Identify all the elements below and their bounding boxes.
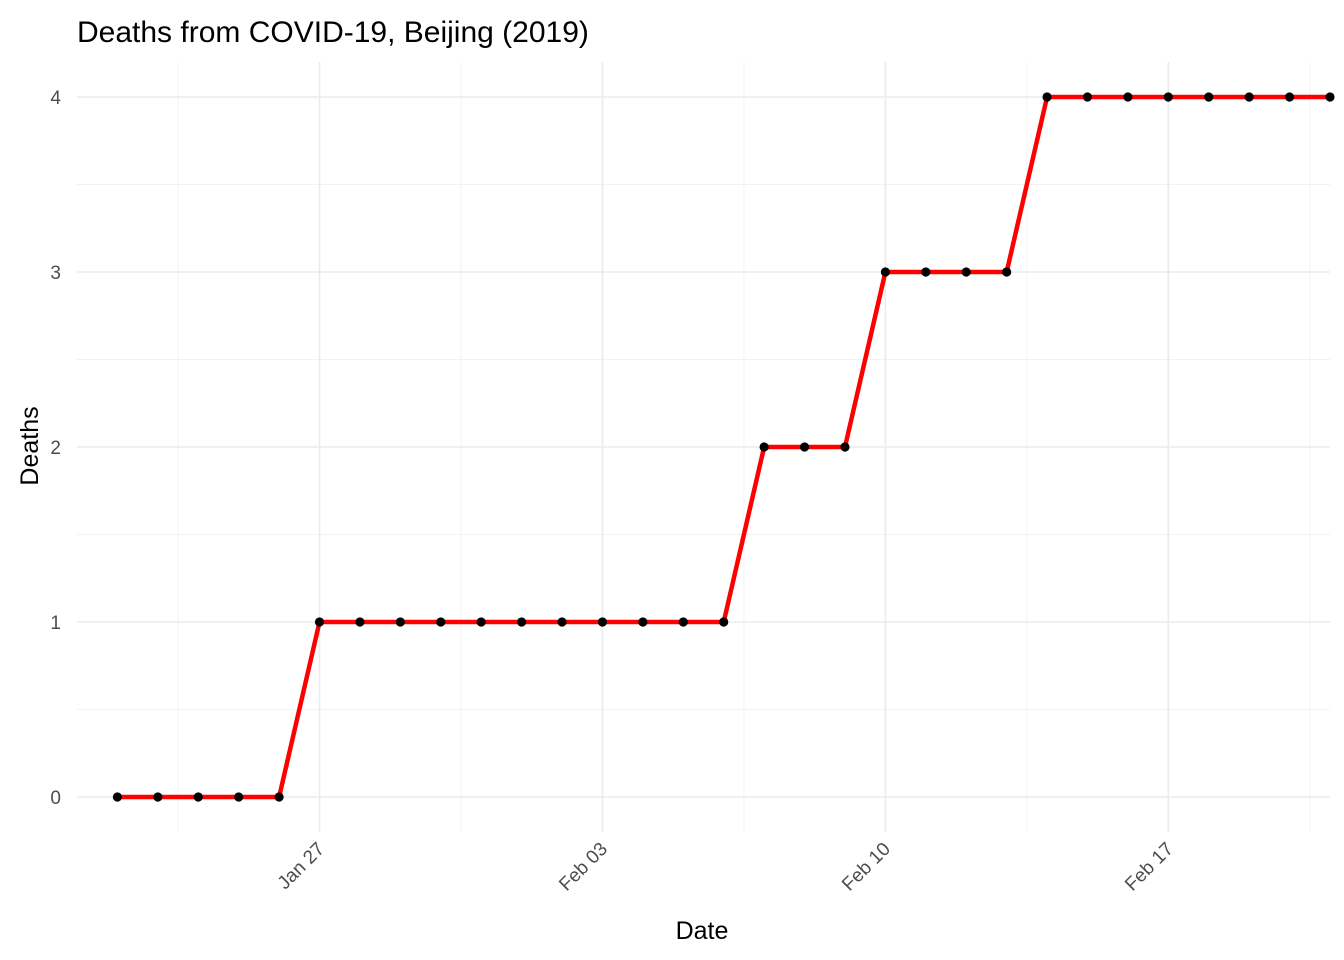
data-point — [1123, 92, 1133, 102]
y-tick-label: 2 — [50, 438, 61, 459]
data-point — [921, 267, 931, 277]
y-axis-title: Deaths — [16, 406, 44, 485]
data-point — [638, 617, 648, 627]
data-point — [153, 792, 163, 802]
data-point — [719, 617, 729, 627]
y-tick-label: 3 — [50, 263, 61, 284]
y-tick-label: 0 — [50, 788, 61, 809]
data-point — [799, 442, 810, 452]
x-axis-ticks: Jan 27 Feb 03 Feb 10 Feb 17 — [274, 839, 1178, 896]
data-point — [436, 617, 446, 627]
data-point — [557, 617, 567, 627]
data-point — [517, 617, 527, 627]
data-point — [1284, 92, 1295, 102]
data-point — [1325, 92, 1335, 102]
data-point — [112, 792, 123, 802]
y-tick-label: 4 — [50, 88, 61, 109]
data-point — [880, 267, 890, 277]
data-point — [1163, 92, 1173, 102]
data-point — [476, 617, 486, 627]
x-tick-label: Jan 27 — [274, 839, 329, 894]
chart-title: Deaths from COVID-19, Beijing (2019) — [77, 16, 589, 49]
data-point — [193, 792, 203, 802]
x-tick-label: Feb 10 — [838, 839, 895, 896]
x-tick-label: Feb 03 — [555, 839, 612, 896]
x-tick-label: Feb 17 — [1121, 839, 1178, 896]
data-point — [395, 617, 405, 627]
data-point — [840, 442, 850, 452]
data-point — [1042, 92, 1052, 102]
data-point — [1204, 92, 1214, 102]
grid-lines — [77, 62, 1330, 832]
y-axis-ticks: 0 1 2 3 4 — [50, 88, 61, 809]
data-point — [961, 267, 971, 277]
data-point — [274, 792, 284, 802]
data-point — [234, 792, 244, 802]
x-axis-title: Date — [676, 917, 729, 945]
y-tick-label: 1 — [50, 613, 61, 634]
data-point — [759, 442, 769, 452]
data-points — [112, 92, 1335, 802]
data-point — [678, 617, 688, 627]
data-point — [1244, 92, 1254, 102]
data-point — [1002, 267, 1012, 277]
data-point — [597, 617, 608, 627]
data-point — [1082, 92, 1093, 102]
data-point — [314, 617, 325, 627]
data-point — [355, 617, 365, 627]
